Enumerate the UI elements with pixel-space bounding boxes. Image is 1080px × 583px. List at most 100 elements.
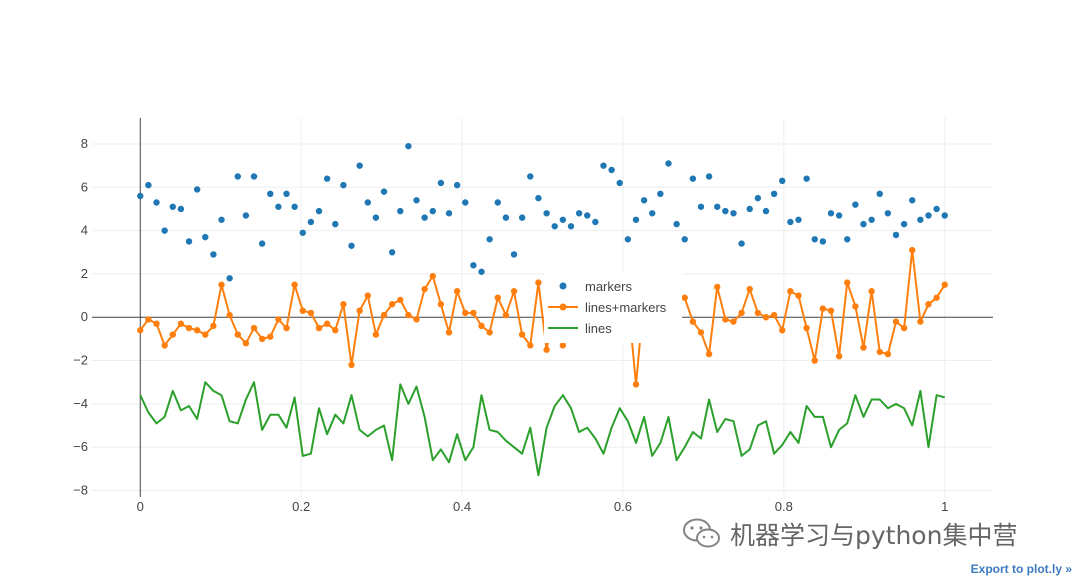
data-point <box>478 268 485 275</box>
data-point <box>250 324 258 332</box>
legend-swatch-marker <box>559 303 567 311</box>
legend[interactable]: markers lines+markers lines <box>544 272 682 343</box>
data-point <box>397 207 404 215</box>
data-point <box>185 238 193 245</box>
data-point <box>551 223 558 230</box>
data-point <box>738 309 745 317</box>
data-point <box>161 342 168 349</box>
data-point <box>502 214 510 221</box>
data-point <box>600 162 607 169</box>
data-point <box>575 210 583 217</box>
data-point <box>202 233 209 241</box>
data-point <box>445 210 453 217</box>
data-point <box>770 190 778 197</box>
data-point <box>665 160 672 167</box>
data-point <box>876 348 883 356</box>
data-point <box>470 309 477 317</box>
legend-label: markers <box>585 279 632 294</box>
legend-label: lines+markers <box>585 300 667 315</box>
data-point <box>803 175 810 182</box>
wechat-icon <box>683 518 720 548</box>
data-point <box>917 216 924 223</box>
data-point <box>803 324 810 332</box>
data-point <box>592 218 599 226</box>
data-point <box>714 203 721 210</box>
data-point <box>275 203 282 210</box>
data-point <box>738 240 745 247</box>
data-point <box>746 285 753 293</box>
data-point <box>405 142 412 150</box>
y-tick-label: 0 <box>81 309 88 324</box>
legend-item[interactable]: markers <box>559 279 633 294</box>
data-point <box>242 212 250 219</box>
data-point <box>283 190 290 197</box>
data-point <box>429 207 436 215</box>
data-point <box>388 301 396 308</box>
data-point <box>380 311 388 319</box>
legend-item[interactable]: lines <box>548 321 612 336</box>
data-point <box>226 311 233 319</box>
data-point <box>193 186 201 193</box>
data-point <box>819 238 827 245</box>
data-point <box>527 342 534 349</box>
data-point <box>486 329 493 336</box>
y-tick-label: −4 <box>73 396 88 411</box>
data-point <box>900 220 908 228</box>
data-point <box>852 303 859 310</box>
data-point <box>226 275 233 282</box>
data-point <box>364 199 371 206</box>
data-point <box>860 220 867 228</box>
data-point <box>169 203 176 210</box>
x-tick-label: 0.6 <box>614 499 632 514</box>
data-point <box>137 327 144 334</box>
data-point <box>250 173 258 180</box>
data-point <box>494 199 501 206</box>
data-point <box>640 197 648 204</box>
x-axis: 0 0.2 0.4 0.6 0.8 1 <box>137 118 948 514</box>
data-point <box>413 316 420 323</box>
legend-label: lines <box>585 321 612 336</box>
data-point <box>909 246 916 254</box>
data-point <box>819 305 827 312</box>
data-point <box>860 344 867 351</box>
data-point <box>291 203 298 210</box>
y-tick-label: −2 <box>73 353 88 368</box>
data-point <box>835 212 843 219</box>
data-point <box>372 214 380 221</box>
data-point <box>356 162 363 169</box>
data-point <box>283 324 290 332</box>
x-tick-label: 0.4 <box>453 499 471 514</box>
data-point <box>145 181 152 189</box>
legend-item[interactable]: lines+markers <box>548 300 667 315</box>
data-point <box>795 216 802 223</box>
series-lines <box>139 381 945 477</box>
data-point <box>770 311 778 319</box>
export-link[interactable]: Export to plot.ly » <box>970 562 1072 576</box>
x-tick-label: 0.8 <box>775 499 793 514</box>
data-point <box>502 311 510 319</box>
data-point <box>267 333 274 340</box>
data-point <box>323 175 331 182</box>
x-tick-label: 0.2 <box>292 499 310 514</box>
series-line <box>139 381 945 477</box>
data-point <box>649 210 656 217</box>
data-point <box>746 205 753 213</box>
y-tick-label: 8 <box>81 136 88 151</box>
data-point <box>445 329 453 336</box>
data-point <box>892 231 900 239</box>
data-point <box>941 212 948 219</box>
data-point <box>510 288 518 295</box>
data-point <box>917 318 924 325</box>
data-point <box>437 301 445 308</box>
data-point <box>397 296 404 304</box>
series-markers <box>137 142 948 282</box>
data-point <box>632 381 640 388</box>
data-point <box>518 331 526 338</box>
data-point <box>657 190 664 197</box>
y-tick-label: −6 <box>73 439 88 454</box>
data-point <box>567 223 575 230</box>
data-point <box>811 357 818 364</box>
y-tick-label: 6 <box>81 179 88 194</box>
data-point <box>437 179 445 187</box>
data-point <box>494 294 501 301</box>
